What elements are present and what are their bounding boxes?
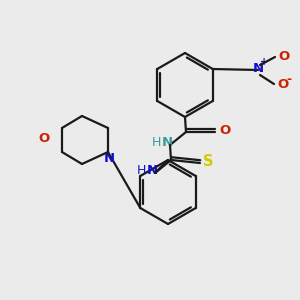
Text: O: O [278,50,289,62]
Text: N: N [147,164,158,178]
Text: O: O [38,133,50,146]
Text: N: N [103,152,115,164]
Text: O: O [277,77,288,91]
Text: H: H [152,136,161,149]
Text: N: N [252,61,264,74]
Text: +: + [260,57,268,67]
Text: O: O [219,124,230,137]
Text: H: H [137,164,146,178]
Text: -: - [286,74,291,86]
Text: N: N [162,136,173,149]
Text: S: S [203,154,214,169]
